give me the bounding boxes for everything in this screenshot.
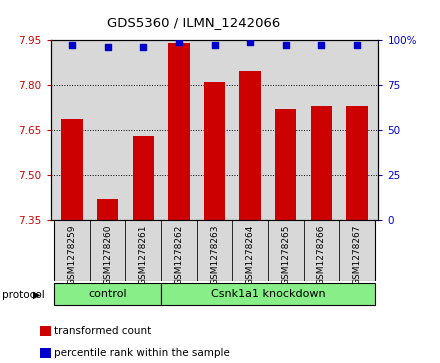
Bar (232, 220, 268, 281)
Point (69, 42, 76, 48)
Point (176, 39, 183, 45)
Point (211, 42, 218, 48)
Text: GSM1278259: GSM1278259 (67, 225, 77, 285)
Bar (304, 220, 339, 281)
Bar (125, 220, 161, 281)
Bar (311, 106, 332, 220)
Bar (54, 282, 161, 306)
Point (246, 39, 253, 45)
Text: percentile rank within the sample: percentile rank within the sample (54, 348, 230, 358)
Text: GSM1278267: GSM1278267 (352, 225, 362, 285)
Bar (90, 220, 125, 281)
Text: protocol: protocol (2, 290, 45, 300)
Text: GSM1278261: GSM1278261 (139, 225, 148, 285)
Point (282, 42, 289, 48)
Bar (168, 43, 190, 220)
Bar (268, 220, 304, 281)
Point (318, 42, 325, 48)
Text: GSM1278265: GSM1278265 (281, 225, 290, 285)
Text: GSM1278260: GSM1278260 (103, 225, 112, 285)
Bar (239, 72, 261, 220)
Text: GSM1278262: GSM1278262 (174, 225, 183, 285)
Bar (197, 220, 232, 281)
Bar (275, 109, 297, 220)
Point (353, 42, 360, 48)
Bar (161, 282, 375, 306)
Text: transformed count: transformed count (54, 326, 151, 336)
Bar (132, 136, 154, 220)
Bar (61, 119, 83, 220)
Point (140, 44, 147, 50)
Text: GSM1278264: GSM1278264 (246, 225, 255, 285)
Bar (339, 220, 375, 281)
Bar (204, 82, 225, 220)
Text: GDS5360 / ILMN_1242066: GDS5360 / ILMN_1242066 (107, 16, 280, 29)
Text: control: control (88, 289, 127, 299)
Text: ▶: ▶ (33, 290, 40, 300)
Point (104, 44, 111, 50)
Bar (161, 220, 197, 281)
Bar (97, 199, 118, 220)
Text: GSM1278263: GSM1278263 (210, 225, 219, 285)
Bar (346, 106, 368, 220)
Text: Csnk1a1 knockdown: Csnk1a1 knockdown (211, 289, 325, 299)
Bar (54, 220, 90, 281)
Text: GSM1278266: GSM1278266 (317, 225, 326, 285)
